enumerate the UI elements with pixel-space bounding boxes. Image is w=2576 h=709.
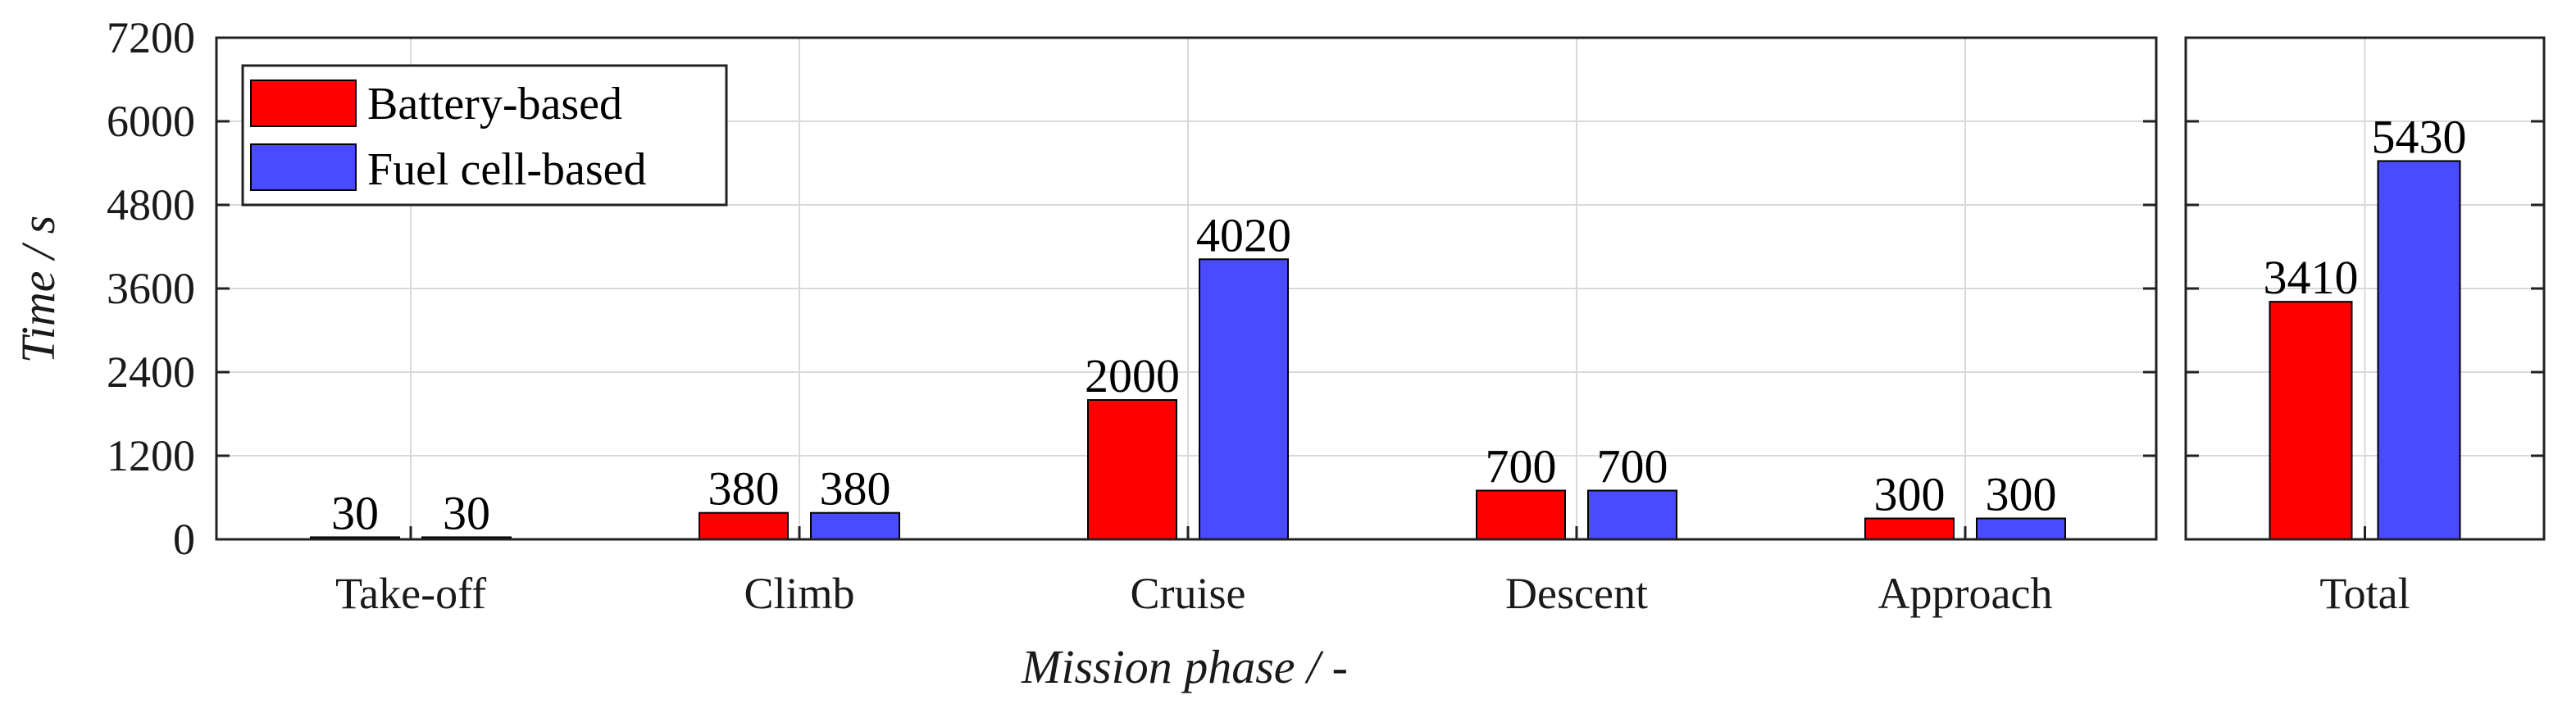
y-tick-label: 7200 bbox=[107, 13, 195, 62]
y-axis-title: Time / s bbox=[11, 216, 65, 364]
data-label-main-battery: 2000 bbox=[1085, 349, 1180, 402]
bar-main-battery bbox=[1087, 399, 1177, 540]
data-label-main-fuel-cell: 300 bbox=[1986, 468, 2057, 521]
legend-label-fuel-cell: Fuel cell-based bbox=[367, 144, 647, 195]
y-tick-label: 3600 bbox=[107, 264, 195, 313]
bar-total-fuel-cell bbox=[2377, 160, 2461, 540]
bar-total-battery bbox=[2269, 301, 2353, 540]
legend-label-battery: Battery-based bbox=[367, 79, 622, 130]
bar-main-fuel-cell bbox=[1976, 517, 2066, 540]
bar-main-battery bbox=[699, 511, 789, 541]
data-label-total-fuel-cell: 5430 bbox=[2372, 110, 2467, 163]
x-tick-label: Approach bbox=[1878, 569, 2053, 618]
y-tick-label: 4800 bbox=[107, 180, 195, 230]
x-tick-label: Descent bbox=[1505, 569, 1648, 618]
data-label-main-fuel-cell: 380 bbox=[820, 462, 891, 516]
data-label-main-fuel-cell: 700 bbox=[1597, 440, 1668, 493]
y-tick-label: 0 bbox=[173, 515, 195, 564]
bar-main-fuel-cell bbox=[1199, 258, 1289, 540]
x-tick-label: Take-off bbox=[335, 569, 486, 618]
data-label-main-fuel-cell: 4020 bbox=[1196, 208, 1291, 261]
data-label-main-battery: 300 bbox=[1874, 468, 1946, 521]
bar-main-fuel-cell bbox=[1587, 489, 1677, 540]
x-tick-label: Total bbox=[2319, 569, 2410, 618]
bar-main-battery bbox=[1864, 517, 1955, 540]
data-label-main-battery: 380 bbox=[708, 462, 780, 516]
y-tick-label: 2400 bbox=[107, 348, 195, 397]
axis-ticks: Take-off Climb Cruise Descent Approach Total 0… bbox=[107, 13, 2544, 618]
legend-swatch-battery bbox=[250, 80, 357, 127]
y-tick-label: 6000 bbox=[107, 97, 195, 146]
x-axis-title: Mission phase / - bbox=[1021, 640, 1348, 693]
y-tick-label: 1200 bbox=[107, 431, 195, 480]
bars bbox=[310, 160, 2461, 541]
legend: Battery-based Fuel cell-based bbox=[241, 64, 728, 207]
legend-swatch-fuel-cell bbox=[250, 143, 357, 191]
bar-main-fuel-cell bbox=[810, 511, 900, 541]
data-label-main-battery: 30 bbox=[331, 486, 379, 539]
data-label-main-battery: 700 bbox=[1486, 440, 1557, 493]
x-tick-label: Cruise bbox=[1131, 569, 1246, 618]
x-tick-label: Climb bbox=[744, 569, 854, 618]
data-label-main-fuel-cell: 30 bbox=[443, 486, 490, 539]
bar-main-battery bbox=[1476, 489, 1566, 540]
data-label-total-battery: 3410 bbox=[2264, 251, 2359, 304]
data-labels: 30 380 2000 700 300 30 380 4020 700 300 3410 5430 bbox=[331, 110, 2467, 539]
